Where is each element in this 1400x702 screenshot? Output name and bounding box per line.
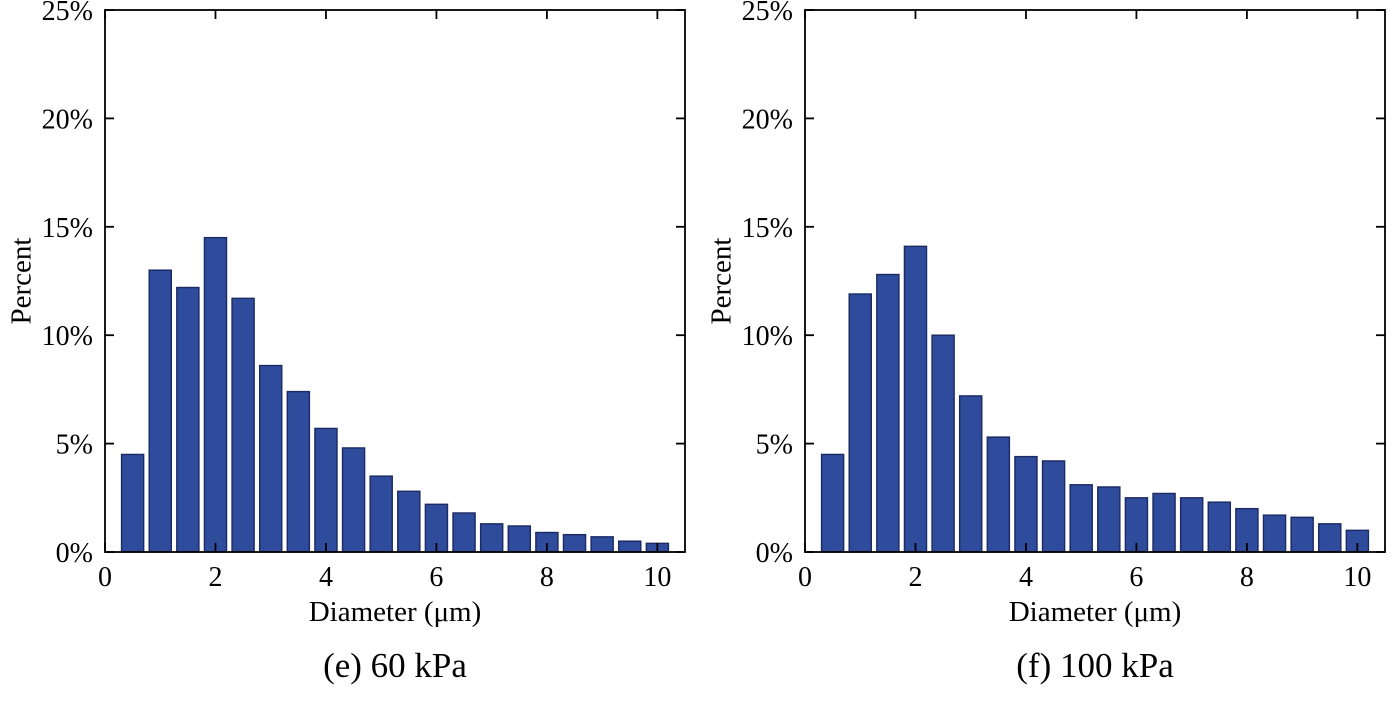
x-tick-label: 8 xyxy=(540,562,554,593)
histogram-bar xyxy=(931,334,955,553)
x-tick-label: 10 xyxy=(1343,562,1371,593)
x-tick-label: 4 xyxy=(1019,562,1033,593)
y-tick-label: 0% xyxy=(756,538,793,569)
y-tick-label: 0% xyxy=(56,538,93,569)
histogram-bar xyxy=(1069,484,1093,553)
histogram-bar xyxy=(452,512,476,553)
histogram-bar xyxy=(618,540,642,553)
x-tick-label: 0 xyxy=(798,562,812,593)
histogram-bar xyxy=(286,390,311,553)
histogram-bar xyxy=(341,447,366,553)
histogram-bar xyxy=(562,533,587,553)
x-tick-label: 2 xyxy=(908,562,922,593)
y-tick-label: 10% xyxy=(42,321,93,352)
y-axis-label: Percent xyxy=(705,237,738,325)
y-tick-label: 25% xyxy=(42,0,93,27)
histogram-bar xyxy=(1014,455,1038,553)
subfigure-caption-e: (e) 60 kPa xyxy=(323,646,467,685)
histogram-bar xyxy=(258,364,283,553)
histogram-bar xyxy=(1262,514,1287,553)
histogram-bar xyxy=(1097,486,1121,553)
histogram-bar xyxy=(120,453,145,553)
histogram-bar xyxy=(314,427,338,553)
subfigure-caption-f: (f) 100 kPa xyxy=(1016,646,1174,685)
y-tick-label: 5% xyxy=(56,430,93,461)
axis-box xyxy=(804,9,1386,553)
y-tick-label: 5% xyxy=(756,430,793,461)
x-tick-label: 6 xyxy=(1129,562,1143,593)
histogram-bar xyxy=(1179,497,1204,553)
histogram-bar xyxy=(369,475,393,553)
histogram-bar xyxy=(148,269,172,553)
histogram-bar xyxy=(231,297,255,553)
histogram-bar xyxy=(176,286,200,553)
histogram-figure-60kpa: 0 2 4 6 8 10 0% 5% 10% 15% 20% 25% Percent Diameter… xyxy=(5,0,686,685)
axis-box xyxy=(104,9,686,553)
x-tick-label: 2 xyxy=(208,562,222,593)
x-tick-label: 0 xyxy=(98,562,112,593)
histogram-bar xyxy=(820,453,845,553)
histogram-bar xyxy=(507,525,532,553)
y-tick-label: 20% xyxy=(42,104,93,135)
histogram-bar xyxy=(986,436,1011,553)
y-tick-label: 25% xyxy=(742,0,793,27)
histogram-bar xyxy=(203,236,228,553)
x-axis-label: Diameter (μm) xyxy=(308,596,482,628)
y-axis-label: Percent xyxy=(5,237,38,325)
histogram-bar xyxy=(1207,501,1232,553)
histogram-bar xyxy=(397,490,421,553)
x-axis-label: Diameter (μm) xyxy=(1008,596,1182,628)
x-tick-label: 4 xyxy=(319,562,333,593)
histogram-bar xyxy=(903,245,928,553)
histogram-bar xyxy=(876,273,900,553)
histogram-figure-100kpa: 0 2 4 6 8 10 0% 5% 10% 15% 20% 25% Percent Diameter… xyxy=(700,0,1400,702)
x-tick-label: 8 xyxy=(1240,562,1254,593)
y-tick-label: 15% xyxy=(742,213,793,244)
y-tick-label: 10% xyxy=(742,321,793,352)
histogram-bar xyxy=(1152,492,1176,553)
histogram-bar xyxy=(479,523,504,553)
histogram-bar xyxy=(1041,460,1066,553)
histogram-bar xyxy=(958,395,983,553)
histogram-bar xyxy=(590,536,614,553)
histogram-bar xyxy=(1318,523,1342,553)
x-tick-label: 10 xyxy=(643,562,671,593)
x-tick-label: 6 xyxy=(429,562,443,593)
y-tick-label: 20% xyxy=(742,104,793,135)
y-tick-label: 15% xyxy=(42,213,93,244)
histogram-canvas-60kpa: 0 2 4 6 8 10 0% 5% 10% 15% 20% 25% xyxy=(42,0,686,593)
histogram-bar xyxy=(1290,516,1314,553)
histogram-bar xyxy=(848,293,872,553)
histogram-canvas-100kpa: 0 2 4 6 8 10 0% 5% 10% 15% 20% 25% xyxy=(742,0,1386,593)
